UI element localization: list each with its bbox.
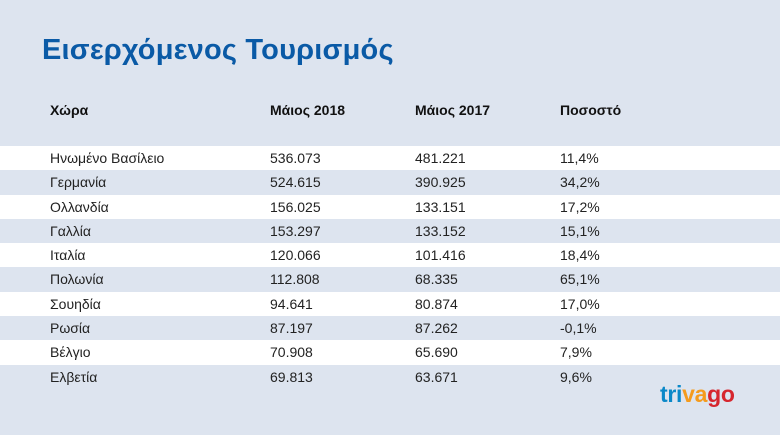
cell-may-2017: 101.416 [415,247,466,264]
trivago-logo: trivago [660,381,735,408]
cell-country: Ρωσία [50,320,91,337]
cell-may-2017: 481.221 [415,150,466,166]
cell-percentage: 17,2% [560,198,600,215]
logo-part-tri: tri [660,381,683,407]
cell-percentage: -0,1% [560,320,597,337]
cell-may-2018: 156.025 [270,198,321,215]
header-country: Χώρα [50,102,89,118]
header-may-2018: Μάιος 2018 [270,102,346,118]
table-header: Χώρα Μάιος 2018 Μάιος 2017 Ποσοστό [0,96,780,124]
cell-may-2017: 65.690 [415,344,458,361]
cell-percentage: 18,4% [560,247,600,264]
cell-may-2018: 120.066 [270,247,321,264]
page-title: Εισερχόμενος Τουρισμός [42,34,394,66]
table-row: Ηνωμένο Βασίλειο 536.073 481.221 11,4% [0,146,780,171]
cell-percentage: 17,0% [560,295,600,312]
cell-may-2018: 524.615 [270,174,321,191]
table-row: Βέλγιο 70.908 65.690 7,9% [0,340,780,365]
cell-country: Ιταλία [50,247,86,264]
table-row: Ελβετία 69.813 63.671 9,6% [0,364,780,389]
cell-percentage: 9,6% [560,368,592,385]
logo-part-go: go [707,381,735,407]
logo-part-va: va [682,381,708,407]
cell-may-2018: 87.197 [270,320,313,337]
cell-country: Ηνωμένο Βασίλειο [50,150,165,166]
table-row: Σουηδία 94.641 80.874 17,0% [0,291,780,317]
cell-may-2017: 133.152 [415,222,466,239]
cell-percentage: 15,1% [560,222,600,239]
cell-may-2017: 68.335 [415,271,458,288]
cell-may-2017: 133.151 [415,198,466,215]
cell-may-2018: 94.641 [270,295,313,312]
cell-country: Βέλγιο [50,344,91,361]
table-row: Ρωσία 87.197 87.262 -0,1% [0,316,780,341]
cell-may-2017: 63.671 [415,368,458,385]
cell-country: Ελβετία [50,368,98,385]
table-row: Ολλανδία 156.025 133.151 17,2% [0,194,780,219]
cell-percentage: 11,4% [560,150,599,166]
header-percentage: Ποσοστό [560,102,622,118]
cell-percentage: 34,2% [560,174,600,191]
table-row: Πολωνία 112.808 68.335 65,1% [0,267,780,292]
cell-country: Πολωνία [50,271,104,288]
cell-country: Σουηδία [50,295,101,312]
cell-may-2018: 153.297 [270,222,321,239]
header-may-2017: Μάιος 2017 [415,102,491,118]
table-body: Ηνωμένο Βασίλειο 536.073 481.221 11,4% Γερμα… [0,146,780,389]
cell-country: Ολλανδία [50,198,109,215]
cell-may-2018: 70.908 [270,344,313,361]
cell-may-2017: 80.874 [415,295,458,312]
cell-percentage: 65,1% [560,271,600,288]
cell-may-2018: 69.813 [270,368,313,385]
cell-percentage: 7,9% [560,344,592,361]
cell-may-2017: 390.925 [415,174,466,191]
cell-country: Γερμανία [50,174,107,191]
cell-country: Γαλλία [50,222,92,239]
table-row: Γαλλία 153.297 133.152 15,1% [0,218,780,244]
cell-may-2018: 536.073 [270,150,321,166]
cell-may-2017: 87.262 [415,320,458,337]
cell-may-2018: 112.808 [270,271,320,288]
table-row: Γερμανία 524.615 390.925 34,2% [0,170,780,195]
table-row: Ιταλία 120.066 101.416 18,4% [0,243,780,268]
